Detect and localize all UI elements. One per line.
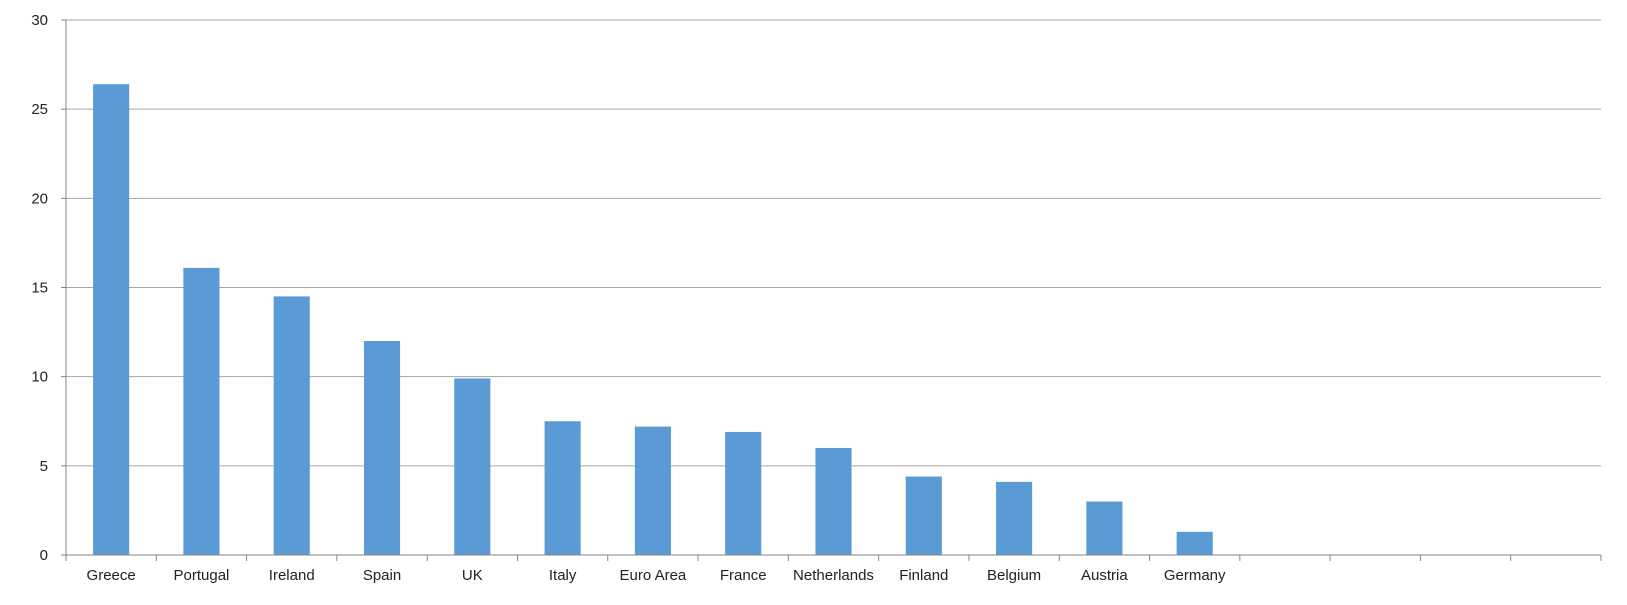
- x-tick-label: Finland: [899, 567, 948, 584]
- bars: [93, 84, 1213, 555]
- bar-greece: [93, 84, 130, 555]
- x-tick-label: Netherlands: [793, 567, 874, 584]
- y-tick-label: 25: [31, 101, 48, 118]
- x-tick-label: Belgium: [987, 567, 1041, 584]
- bar-spain: [363, 341, 401, 555]
- x-tick-label: UK: [462, 567, 483, 584]
- bar-france: [725, 431, 762, 555]
- bar-uk: [454, 378, 491, 555]
- x-tick-labels: Greece Portugal Ireland Spain UK Italy Euro Ar…: [87, 567, 1226, 584]
- y-tick-label: 0: [40, 547, 48, 564]
- bar-ireland: [273, 296, 310, 555]
- bar-italy: [544, 421, 581, 555]
- x-tick-label: Italy: [549, 567, 577, 584]
- x-tick-label: Ireland: [269, 567, 315, 584]
- gridlines: [66, 19, 1601, 467]
- y-tick-labels: 0 5 10 15 20 25 30: [31, 12, 48, 564]
- bar-netherlands: [815, 448, 852, 555]
- x-tick-label: Greece: [87, 567, 136, 584]
- x-tick-label: Euro Area: [620, 567, 687, 584]
- y-tick-label: 10: [31, 369, 48, 386]
- x-tick-label: Germany: [1164, 567, 1226, 584]
- bar-belgium: [996, 481, 1033, 555]
- x-tick-label: Austria: [1081, 567, 1128, 584]
- bar-austria: [1086, 501, 1123, 555]
- y-tick-label: 5: [40, 458, 48, 475]
- x-tick-label: Portugal: [174, 567, 230, 584]
- y-tick-label: 20: [31, 190, 48, 207]
- axes: [61, 19, 1602, 561]
- bar-euro-area: [634, 426, 671, 555]
- bar-germany: [1176, 531, 1213, 555]
- x-tick-label: Spain: [363, 567, 401, 584]
- y-tick-label: 30: [31, 12, 48, 29]
- y-tick-label: 15: [31, 280, 48, 297]
- x-tick-label: France: [720, 567, 767, 584]
- bar-portugal: [183, 267, 220, 555]
- bar-finland: [905, 476, 942, 555]
